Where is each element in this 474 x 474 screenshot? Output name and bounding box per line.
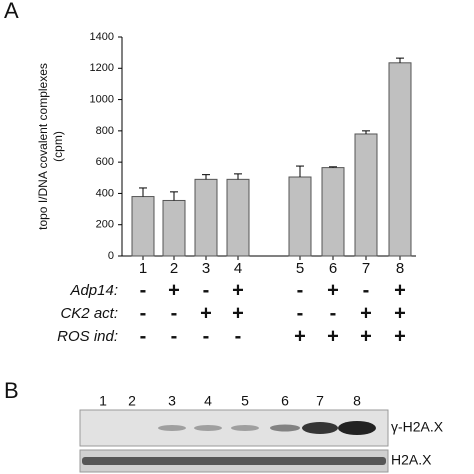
band [158, 425, 186, 431]
condition-mark: + [360, 302, 372, 324]
x-tick-label: 7 [362, 260, 370, 277]
panel-label: B [4, 378, 19, 403]
y-axis-label: (cpm) [51, 131, 65, 162]
condition-mark: + [360, 325, 372, 347]
x-tick-label: 4 [234, 260, 242, 277]
x-tick-label: 2 [170, 260, 178, 277]
condition-mark: - [330, 302, 337, 324]
y-tick-label: 800 [96, 125, 114, 137]
condition-mark: - [171, 302, 178, 324]
lane-label: 3 [168, 393, 176, 409]
lane-label: 7 [316, 393, 324, 409]
lane-label: 2 [128, 393, 136, 409]
bar [388, 62, 412, 257]
condition-mark: + [394, 302, 406, 324]
condition-mark: + [327, 279, 339, 301]
condition-mark: + [327, 325, 339, 347]
condition-mark: + [232, 302, 244, 324]
condition-mark: + [232, 279, 244, 301]
condition-mark: - [140, 302, 147, 324]
condition-mark: + [394, 279, 406, 301]
band [270, 424, 300, 432]
condition-mark: - [140, 325, 147, 347]
condition-mark: + [294, 325, 306, 347]
y-tick-label: 400 [96, 187, 114, 199]
blot-row-label: H2A.X [391, 452, 432, 468]
band [194, 425, 222, 431]
blot [79, 409, 389, 473]
condition-mark: - [363, 279, 370, 301]
lane-label: 5 [241, 393, 249, 409]
lane-label: 8 [353, 393, 361, 409]
bar [288, 176, 312, 257]
band [302, 422, 338, 434]
condition-mark: - [297, 279, 304, 301]
condition-label: ROS ind: [57, 328, 118, 345]
condition-mark: - [203, 279, 210, 301]
lane-label: 1 [99, 393, 107, 409]
condition-mark: + [168, 279, 180, 301]
bar [131, 196, 155, 257]
y-tick-label: 600 [96, 156, 114, 168]
x-tick-label: 1 [139, 260, 147, 277]
panel-label: A [4, 0, 19, 23]
x-tick-label: 8 [396, 260, 404, 277]
blot-row-label: γ-H2A.X [391, 419, 444, 435]
y-tick-label: 1200 [90, 62, 114, 74]
bar [194, 178, 218, 257]
lane-label: 4 [204, 393, 212, 409]
condition-mark: + [200, 302, 212, 324]
band [82, 457, 386, 465]
condition-label: Adp14: [69, 282, 118, 299]
condition-mark: - [235, 325, 242, 347]
y-tick-label: 200 [96, 219, 114, 231]
bar [226, 178, 250, 257]
lane-label: 6 [281, 393, 289, 409]
condition-mark: - [297, 302, 304, 324]
condition-mark: - [203, 325, 210, 347]
condition-mark: - [171, 325, 178, 347]
y-tick-label: 1400 [90, 31, 114, 43]
bands [82, 421, 386, 465]
x-tick-label: 6 [329, 260, 337, 277]
bar [354, 133, 378, 257]
x-tick-label: 5 [296, 260, 304, 277]
condition-mark: - [140, 279, 147, 301]
band [231, 425, 259, 431]
bar [162, 199, 186, 257]
bar [321, 167, 345, 257]
condition-mark: + [394, 325, 406, 347]
band [338, 421, 376, 435]
condition-label: CK2 act: [60, 305, 118, 322]
x-tick-label: 3 [202, 260, 210, 277]
y-tick-label: 0 [108, 250, 114, 262]
y-axis-label: topo I/DNA covalent complexes [36, 63, 50, 230]
y-tick-label: 1000 [90, 93, 114, 105]
